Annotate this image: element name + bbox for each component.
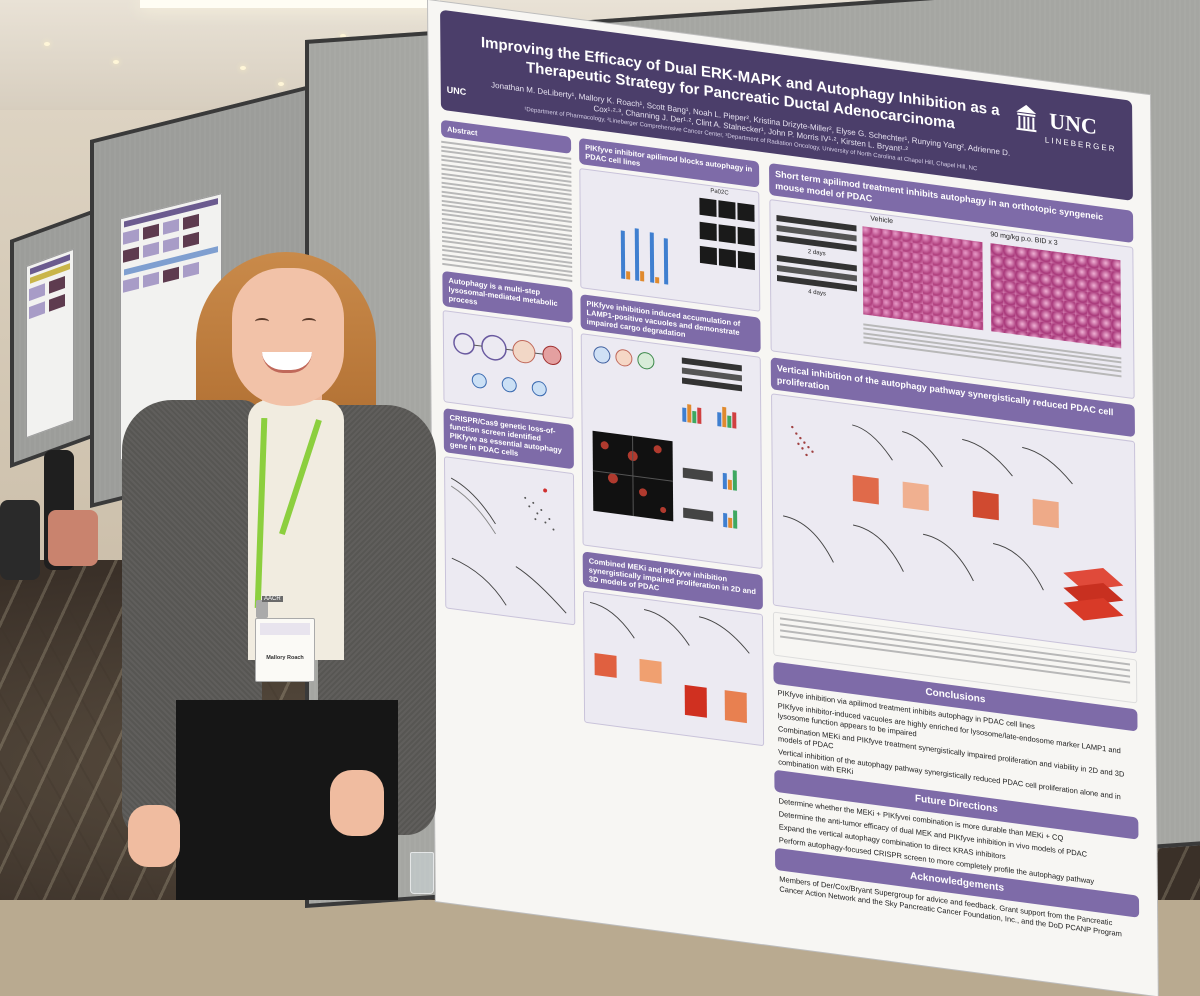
poster-column-1: Abstract Autophagy is a multi-step lysos… <box>441 119 576 631</box>
badge-name: Mallory Roach <box>266 655 304 661</box>
vertical-inhibition-plots <box>783 424 1124 621</box>
badge-header <box>260 623 310 635</box>
poster-column-3: Short term apilimod treatment inhibits a… <box>769 162 1140 945</box>
abstract-text <box>441 140 573 282</box>
pikfyve-western-figure: Pa02C <box>579 167 761 312</box>
crispr-screen-figure <box>443 455 576 625</box>
unc-wordmark: UNC <box>1049 107 1097 140</box>
microscopy-grid <box>698 197 757 271</box>
poster-header: Improving the Efficacy of Dual ERK-MAPK … <box>440 9 1133 201</box>
unc-lineberger-logo: UNC LINEBERGER <box>1015 101 1117 154</box>
ceiling-light <box>140 0 440 8</box>
smile <box>262 352 312 373</box>
ceiling-spotlight <box>340 34 346 38</box>
ceiling-spotlight <box>240 66 246 70</box>
lamp1-figure <box>580 333 763 570</box>
lamp1-panels <box>592 346 743 529</box>
unc-logo-small: UNC <box>446 84 467 98</box>
hand <box>128 805 180 867</box>
hand <box>330 770 384 836</box>
he-stain-apilimod <box>990 243 1122 349</box>
autophagy-diagram <box>442 309 574 419</box>
eye <box>255 318 269 325</box>
poster-column-2: PIKfyve inhibitor apilimod blocks autoph… <box>579 137 765 752</box>
combined-curves-heatmaps <box>590 601 750 724</box>
lineberger-wordmark: LINEBERGER <box>1044 135 1117 154</box>
ceiling-spotlight <box>113 60 119 64</box>
pa02c-label: Pa02C <box>710 188 729 197</box>
crispr-plots <box>450 477 567 614</box>
ceiling-spotlight <box>278 82 284 86</box>
combined-treatment-figure <box>582 590 765 747</box>
backpack <box>0 500 40 580</box>
water-glass <box>410 852 434 894</box>
name-badge: Mallory Roach <box>255 618 315 682</box>
distant-poster <box>26 248 74 439</box>
old-well-icon <box>1016 104 1037 133</box>
western-blots: 2 days 4 days <box>776 211 858 352</box>
vehicle-label: Vehicle <box>870 215 893 226</box>
he-stain-vehicle <box>862 226 984 331</box>
aacr-lanyard-text: AACR <box>262 596 283 602</box>
face <box>232 268 344 406</box>
badge-clip <box>256 600 268 618</box>
vertical-inhibition-figure <box>771 393 1137 654</box>
autophagy-pathway-figure <box>453 332 562 396</box>
eye <box>302 318 316 325</box>
bag <box>48 510 98 566</box>
ceiling-spotlight <box>44 42 50 46</box>
pikfyve-bar-chart <box>620 226 670 292</box>
research-poster: Improving the Efficacy of Dual ERK-MAPK … <box>428 0 1158 996</box>
